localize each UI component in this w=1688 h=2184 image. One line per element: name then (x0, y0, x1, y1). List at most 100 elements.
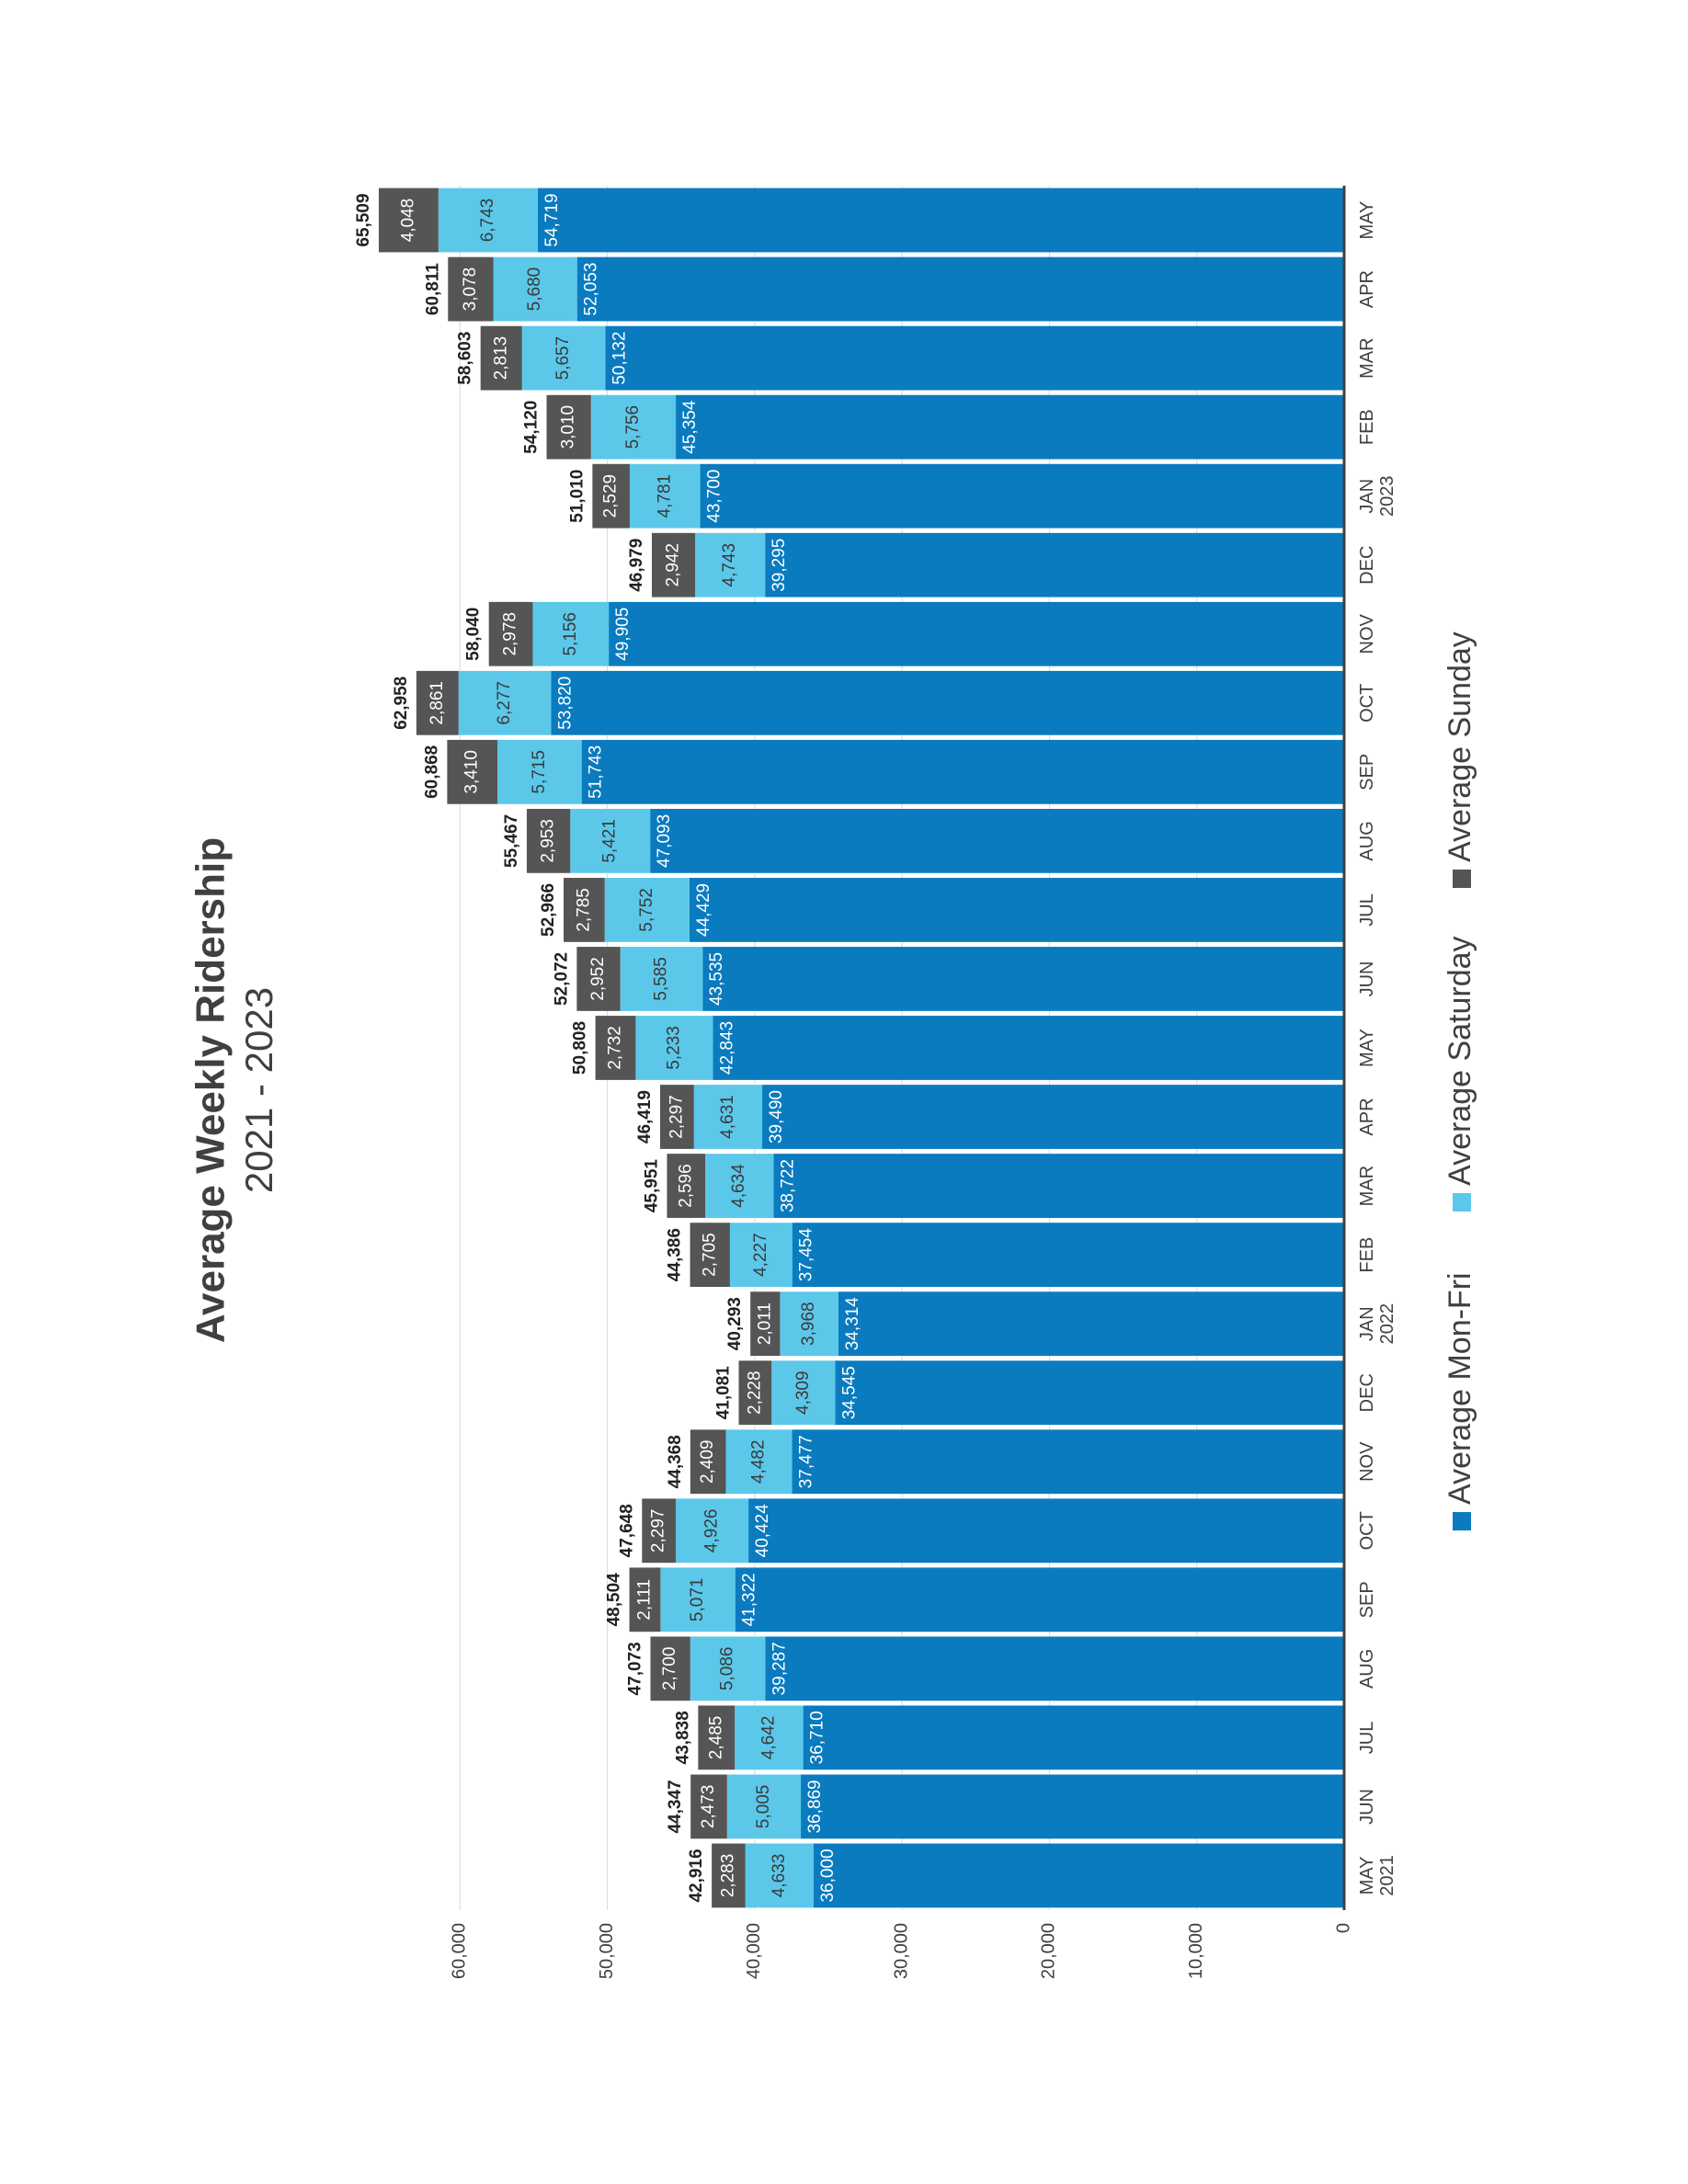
value-label: 2,529 (601, 474, 621, 518)
bar-segment (700, 463, 1344, 529)
value-label: 2,283 (718, 1854, 737, 1898)
bar-segment (771, 1360, 836, 1426)
x-tick-label: JAN2023 (1357, 475, 1397, 517)
value-label: 4,482 (748, 1439, 768, 1484)
bar-segment (447, 739, 498, 804)
bar-segment (698, 1705, 736, 1770)
value-label: 47,093 (655, 814, 674, 868)
value-label: 2,596 (676, 1164, 695, 1208)
value-label: 4,227 (751, 1233, 770, 1277)
bar-segment (605, 325, 1344, 391)
chart-subtitle: 2021 - 2023 (237, 987, 280, 1193)
bar-segment (792, 1223, 1344, 1288)
chart-title: Average Weekly Ridership (188, 837, 234, 1343)
total-label: 62,958 (392, 677, 411, 730)
total-label: 46,419 (635, 1090, 655, 1143)
bar-segment (659, 1085, 694, 1149)
value-label: 4,309 (793, 1371, 813, 1415)
value-label: 3,078 (461, 267, 480, 312)
x-tick-label: NOV (1357, 613, 1377, 654)
legend-marker (1453, 1512, 1471, 1530)
value-label: 4,634 (729, 1164, 748, 1208)
bar-segment (748, 1498, 1344, 1564)
total-label: 44,347 (666, 1780, 685, 1833)
total-label: 60,868 (422, 745, 441, 799)
bar-segment (438, 188, 538, 253)
value-label: 52,053 (582, 262, 601, 315)
value-label: 2,861 (428, 681, 447, 725)
bar-segment (629, 463, 701, 529)
value-label: 39,490 (767, 1090, 786, 1143)
bar-segment (378, 188, 439, 253)
value-label: 43,535 (707, 952, 726, 1006)
y-tick-label: 0 (1333, 1923, 1353, 1933)
value-label: 2,700 (660, 1647, 679, 1691)
x-tick-label: MAR (1357, 337, 1377, 378)
bar-segment (493, 256, 577, 322)
x-tick-label: JUL (1357, 1722, 1377, 1755)
x-tick-label: JUL (1357, 893, 1377, 927)
x-tick-label: APR (1357, 270, 1377, 308)
value-label: 5,156 (561, 612, 580, 656)
value-label: 5,680 (525, 267, 544, 312)
bar-segment (765, 1636, 1344, 1701)
value-label: 6,743 (478, 199, 497, 243)
value-label: 2,705 (700, 1233, 719, 1277)
x-tick-label: NOV (1357, 1441, 1377, 1482)
bar-segment (521, 325, 606, 391)
value-label: 5,071 (688, 1578, 707, 1622)
value-label: 36,000 (818, 1848, 838, 1902)
x-tick-label: OCT (1357, 1511, 1377, 1550)
value-label: 5,086 (718, 1647, 737, 1691)
bar-segment (497, 739, 582, 804)
legend-label: Average Mon-Fri (1443, 1272, 1477, 1505)
value-label: 39,287 (770, 1642, 789, 1695)
value-label: 41,322 (740, 1573, 759, 1626)
total-label: 58,603 (456, 332, 475, 385)
legend-label: Average Sunday (1443, 631, 1477, 862)
bar-segment (590, 394, 677, 460)
x-tick-label: DEC (1357, 1373, 1377, 1412)
value-label: 2,978 (501, 612, 520, 656)
value-label: 53,820 (555, 677, 575, 730)
rotated-chart: Average Weekly Ridership 2021 - 2023 0 10… (188, 186, 1477, 1979)
value-label: 4,926 (702, 1509, 722, 1553)
x-tick-label: MAY (1357, 1029, 1377, 1067)
bar-segment (546, 394, 591, 460)
total-label: 45,951 (642, 1159, 661, 1213)
x-tick-label: OCT (1357, 684, 1377, 722)
bar-segment (635, 1016, 713, 1080)
total-label: 65,509 (354, 193, 373, 246)
value-label: 5,585 (651, 957, 670, 1001)
bar-segment (689, 878, 1344, 942)
bar-segment (729, 1223, 793, 1288)
total-label: 48,504 (605, 1573, 624, 1627)
bar-segment (835, 1360, 1344, 1426)
bar-segment (592, 463, 630, 529)
value-label: 37,454 (797, 1228, 816, 1282)
y-tick-label: 40,000 (744, 1923, 764, 1979)
bar-segment (690, 1636, 766, 1701)
x-tick-label: AUG (1357, 821, 1377, 860)
bar-segment (705, 1154, 774, 1218)
value-label: 2,785 (574, 888, 593, 932)
value-label: 5,421 (600, 819, 620, 863)
bar-segment (650, 808, 1344, 873)
value-label: 34,545 (839, 1366, 859, 1419)
value-label: 4,781 (655, 474, 674, 518)
x-tick-label: MAY2021 (1357, 1855, 1397, 1896)
total-label: 52,966 (539, 883, 558, 937)
total-label: 54,120 (522, 401, 542, 454)
bar-segment (576, 256, 1344, 322)
value-label: 2,813 (491, 336, 510, 381)
total-label: 42,916 (687, 1848, 706, 1902)
y-tick-label: 30,000 (891, 1923, 911, 1979)
value-label: 34,314 (843, 1297, 862, 1351)
bar-segment (650, 1636, 690, 1701)
value-label: 4,631 (718, 1095, 737, 1139)
y-tick-label: 60,000 (450, 1923, 470, 1979)
bar-segment (526, 808, 571, 873)
total-label: 50,808 (571, 1021, 590, 1075)
total-label: 43,838 (673, 1711, 692, 1764)
